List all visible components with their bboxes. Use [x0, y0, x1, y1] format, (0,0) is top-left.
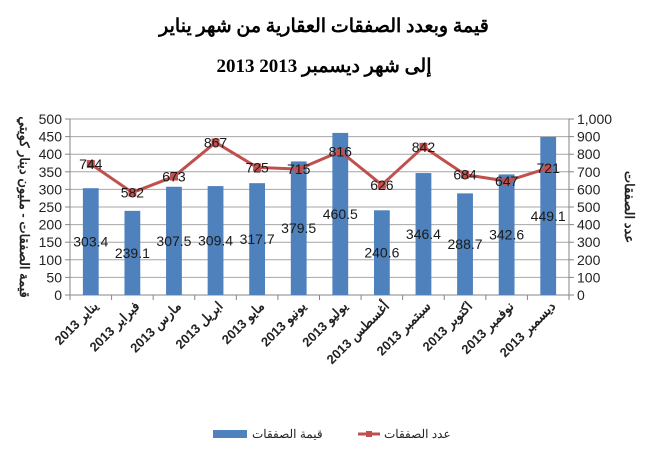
- right-axis-tick-label: 400: [577, 217, 601, 233]
- right-axis-tick-label: 1,000: [577, 111, 612, 127]
- bar-data-labels: 303.4 239.1 307.5 309.4 317.7 379.5 460.5 240.6…: [73, 206, 566, 261]
- legend-line-marker: [366, 431, 372, 437]
- line-point: [211, 138, 220, 147]
- bar-value-label: 449.1: [531, 208, 566, 224]
- bar: [82, 188, 99, 295]
- bar: [457, 193, 473, 295]
- line-value-label: 867: [204, 134, 228, 150]
- line-point: [502, 177, 511, 186]
- line-point: [461, 170, 470, 179]
- line-point: [169, 172, 178, 181]
- line-point: [419, 142, 428, 151]
- left-axis-tick-label: 350: [39, 164, 63, 180]
- right-axis-tick-label: 900: [577, 129, 601, 145]
- line-value-label: 842: [412, 139, 436, 155]
- gridlines: [70, 118, 569, 296]
- legend-label-line: عدد الصفقات: [384, 427, 451, 441]
- line-point: [377, 180, 386, 189]
- left-axis-tick-label: 250: [39, 199, 63, 215]
- bar-value-label: 379.5: [281, 220, 316, 236]
- bar-value-label: 317.7: [240, 231, 275, 247]
- line-series-path: [89, 140, 549, 195]
- bar-value-label: 309.4: [198, 233, 233, 249]
- left-axis-tick-label: 50: [46, 269, 62, 285]
- bar: [124, 210, 141, 295]
- left-axis-tick-label: 300: [39, 181, 63, 197]
- bar: [332, 132, 349, 295]
- line-value-label: 721: [537, 160, 561, 176]
- bar-value-label: 346.4: [406, 226, 441, 242]
- right-axis-tick-label: 500: [577, 199, 601, 215]
- bar: [207, 186, 224, 295]
- line-value-label: 744: [79, 156, 103, 172]
- right-axis-tick-label: 700: [577, 164, 601, 180]
- right-axis-tick-label: 100: [577, 269, 601, 285]
- left-axis-tick-label: 500: [39, 111, 63, 127]
- left-axis-tick-label: 450: [39, 129, 63, 145]
- bar: [540, 136, 557, 295]
- right-axis-tick-label: 300: [577, 234, 601, 250]
- line-value-label: 684: [453, 167, 477, 183]
- right-axis-tick-label: 600: [577, 181, 601, 197]
- bar-value-label: 460.5: [323, 206, 358, 222]
- left-axis-tick-label: 200: [39, 217, 63, 233]
- bar-value-label: 239.1: [115, 245, 150, 261]
- line-point: [128, 188, 137, 197]
- legend-item-bar: قيمة الصفقات: [213, 427, 323, 441]
- left-axis-tick-label: 0: [54, 287, 62, 303]
- y-axis-label: قيمة الصفقات - مليون دينار كويتي: [16, 116, 32, 298]
- bar: [373, 210, 390, 295]
- line-value-label: 582: [121, 185, 145, 201]
- legend-label-bar: قيمة الصفقات: [252, 427, 323, 441]
- line-point: [336, 147, 345, 156]
- chart-title-line2: 2013 إلى شهر ديسمبر 2013: [217, 56, 432, 78]
- line-point: [86, 160, 95, 169]
- legend-bar-swatch: [213, 430, 247, 438]
- left-axis-tick-label: 150: [39, 234, 63, 250]
- bar: [498, 174, 515, 295]
- line-point: [294, 165, 303, 174]
- bar-value-label: 307.5: [156, 233, 191, 249]
- line-value-label: 715: [287, 161, 311, 177]
- left-axis-tick-label: 100: [39, 252, 63, 268]
- line-point: [544, 164, 553, 173]
- line-value-label: 626: [370, 177, 394, 193]
- line-value-label: 725: [245, 159, 269, 175]
- y2-axis-label: عدد الصفقات: [622, 171, 637, 243]
- right-axis-tick-label: 800: [577, 146, 601, 162]
- line-value-label: 647: [495, 173, 519, 189]
- left-axis-tick-label: 400: [39, 146, 63, 162]
- bar-series: [82, 132, 557, 295]
- right-axis-tick-label: 0: [577, 287, 585, 303]
- line-data-labels: 744 582 673 867 725 715 816 626 842 684 647 721: [79, 134, 560, 200]
- line-value-label: 673: [162, 169, 186, 185]
- bar-value-label: 303.4: [73, 234, 108, 250]
- bar-value-label: 288.7: [448, 236, 483, 252]
- line-value-label: 816: [329, 143, 353, 159]
- bar: [290, 161, 307, 295]
- legend: عدد الصفقات قيمة الصفقات: [213, 427, 451, 441]
- line-series: [86, 138, 553, 197]
- legend-item-line: عدد الصفقات: [358, 427, 451, 441]
- bar: [415, 173, 432, 295]
- right-axis-tick-label: 200: [577, 252, 601, 268]
- bar: [166, 186, 182, 295]
- chart-title-line1: قيمة وبعدد الصفقات العقارية من شهر يناير: [157, 16, 489, 37]
- line-point: [253, 163, 262, 172]
- bar-value-label: 240.6: [364, 245, 399, 261]
- bar-value-label: 342.6: [489, 227, 524, 243]
- bar: [249, 183, 266, 295]
